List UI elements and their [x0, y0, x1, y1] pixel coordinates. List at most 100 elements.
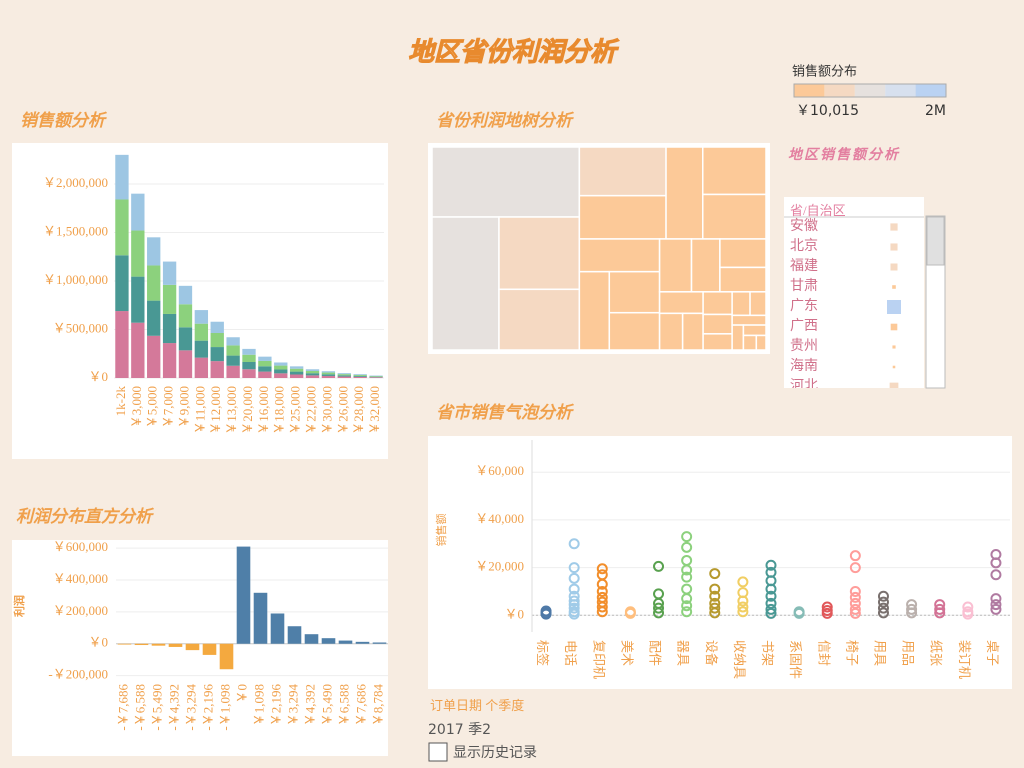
- bubble: [962, 601, 974, 613]
- x-tick-label: ￥16,000: [256, 386, 271, 435]
- treemap-cell: [731, 291, 751, 317]
- bar-segment: [321, 371, 336, 373]
- bar-segment: [194, 340, 209, 358]
- province-square: [890, 263, 898, 271]
- treemap-cell: [731, 314, 767, 326]
- checkbox-label[interactable]: 显示历史记录: [453, 745, 537, 761]
- bubble: [681, 564, 693, 576]
- bubble: [596, 606, 608, 618]
- treemap-cell: [749, 291, 767, 317]
- bubble: [737, 606, 749, 618]
- x-tick-label: ￥6,588: [336, 684, 351, 726]
- province-name: 河北: [790, 378, 818, 394]
- legend-max: 2M: [925, 103, 946, 119]
- bar: [134, 643, 149, 646]
- checkbox[interactable]: [428, 742, 448, 762]
- x-tick-label: ￥7,686: [353, 684, 368, 727]
- bubble: [568, 562, 580, 574]
- x-tick-label: ￥1,098: [251, 684, 266, 726]
- list-header: 省/自治区: [790, 203, 846, 218]
- treemap-cell: [742, 324, 767, 337]
- bubble: [681, 531, 693, 543]
- bar-segment: [242, 354, 256, 362]
- bar-segment: [162, 261, 177, 285]
- x-tick-label: ￥5,490: [319, 684, 334, 726]
- treemap-cell: [498, 288, 581, 351]
- bar-segment: [353, 374, 367, 376]
- province-name: 福建: [790, 258, 818, 274]
- bubble: [568, 583, 580, 595]
- bar-segment: [258, 366, 272, 372]
- bar-segment: [274, 373, 288, 378]
- bar-segment: [178, 350, 193, 378]
- bar-segment: [115, 199, 129, 256]
- x-tick-label: 用具: [872, 640, 887, 666]
- bar-segment: [242, 348, 256, 355]
- treemap-cell: [665, 146, 704, 240]
- list-title-box: 地区销售额分析: [788, 148, 898, 163]
- province-name: 甘肃: [790, 278, 818, 294]
- legend-swatch: [915, 84, 946, 97]
- bar: [219, 643, 234, 670]
- bar: [236, 546, 251, 644]
- bar-segment: [115, 311, 129, 378]
- scroll-thumb[interactable]: [926, 216, 945, 266]
- province-square: [887, 300, 901, 314]
- bubble: [681, 606, 693, 618]
- x-tick-label: ￥9,000: [176, 386, 191, 428]
- bubble: [568, 608, 580, 620]
- x-tick-label: 信封: [816, 640, 831, 666]
- bubble: [849, 550, 861, 562]
- x-tick-label: ￥13,000: [224, 386, 239, 435]
- x-tick-label: 椅子: [844, 640, 859, 666]
- bar-segment: [289, 368, 304, 372]
- x-tick-label: -￥7,686: [115, 684, 130, 731]
- bubble: [596, 563, 608, 575]
- legend-swatch: [824, 84, 855, 97]
- bar-segment: [115, 154, 129, 200]
- bar-segment: [131, 276, 145, 323]
- y-tick-label: ￥600,000: [53, 539, 108, 554]
- treemap-cell: [431, 216, 500, 351]
- filter-value[interactable]: 2017 季2: [428, 722, 491, 738]
- treemap-cell: [702, 291, 733, 316]
- bar-segment: [353, 374, 367, 375]
- y-tick-label: ￥20,000: [475, 559, 524, 574]
- panel-title: 销售额分析: [20, 111, 108, 130]
- bar-segment: [210, 321, 224, 333]
- x-tick-label: 系固件: [788, 640, 803, 679]
- bar-segment: [274, 369, 288, 374]
- x-tick-label: 美术: [619, 640, 634, 666]
- bar-segment: [305, 375, 320, 378]
- treemap-cell: [431, 146, 581, 218]
- x-tick-label: ￥25,000: [288, 386, 303, 435]
- x-tick-label: 收纳具: [732, 640, 747, 679]
- treemap-cell: [658, 291, 704, 315]
- bubble: [624, 606, 636, 618]
- x-tick-label: ￥26,000: [335, 386, 350, 435]
- bar-segment: [226, 345, 240, 356]
- bubble: [681, 571, 693, 583]
- bar-segment: [178, 327, 193, 351]
- y-tick-label: ￥40,000: [475, 511, 524, 526]
- bar-segment: [226, 337, 240, 346]
- treemap-cell: [681, 312, 704, 351]
- bubble: [877, 590, 889, 602]
- bar: [270, 613, 285, 644]
- treemap-cell: [578, 194, 667, 240]
- panel-title: 省市销售气泡分析: [436, 403, 575, 422]
- bar-segment: [210, 332, 224, 348]
- y-tick-label: ￥1,500,000: [43, 223, 108, 238]
- bubble: [596, 578, 608, 590]
- x-tick-label: ￥12,000: [208, 386, 223, 435]
- y-tick-label: ￥0: [504, 606, 524, 621]
- panel: [428, 436, 1012, 689]
- bar-segment: [162, 343, 177, 378]
- bubble: [877, 607, 889, 619]
- bubble: [765, 590, 777, 602]
- x-tick-label: -￥1,098: [217, 684, 232, 731]
- bubble: [765, 559, 777, 571]
- x-tick-label: -￥6,588: [132, 684, 147, 731]
- treemap-cell: [731, 324, 745, 351]
- bar-segment: [274, 362, 288, 366]
